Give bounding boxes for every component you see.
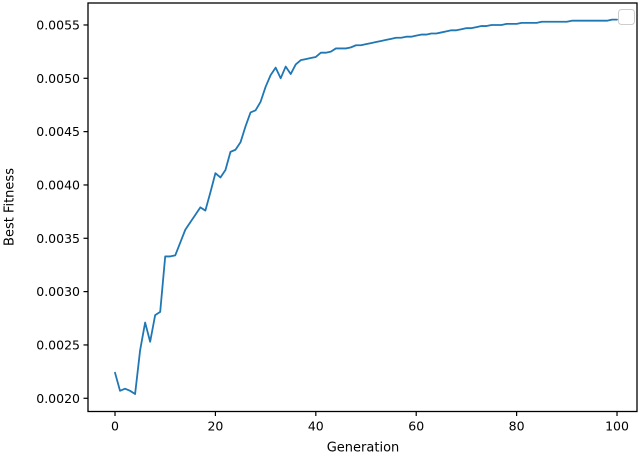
x-tick-label: 100 bbox=[605, 419, 629, 434]
y-tick-label: 0.0035 bbox=[36, 231, 80, 246]
axis-ticks: 0 20 40 60 80 100 0.0020 0.0025 0.0030 0.0035 0.00… bbox=[36, 17, 629, 433]
x-tick-label: 80 bbox=[509, 419, 525, 434]
x-tick-label: 20 bbox=[207, 419, 223, 434]
y-tick-label: 0.0025 bbox=[36, 337, 80, 352]
series-layer bbox=[114, 18, 618, 395]
x-tick-label: 0 bbox=[111, 419, 119, 434]
x-tick-label: 60 bbox=[408, 419, 424, 434]
legend-box bbox=[618, 9, 635, 25]
x-axis-title: Generation bbox=[326, 440, 400, 456]
y-tick-label: 0.0030 bbox=[36, 284, 80, 299]
y-axis-title: Best Fitness bbox=[2, 168, 18, 246]
y-tick-label: 0.0020 bbox=[36, 391, 80, 406]
y-tick-label: 0.0040 bbox=[36, 177, 80, 192]
best-fitness-line bbox=[114, 18, 618, 395]
y-tick-label: 0.0045 bbox=[36, 124, 80, 139]
x-tick-label: 40 bbox=[308, 419, 324, 434]
y-tick-label: 0.0055 bbox=[36, 17, 80, 32]
legend bbox=[618, 9, 635, 25]
y-tick-label: 0.0050 bbox=[36, 71, 80, 86]
plot-area bbox=[87, 2, 638, 413]
